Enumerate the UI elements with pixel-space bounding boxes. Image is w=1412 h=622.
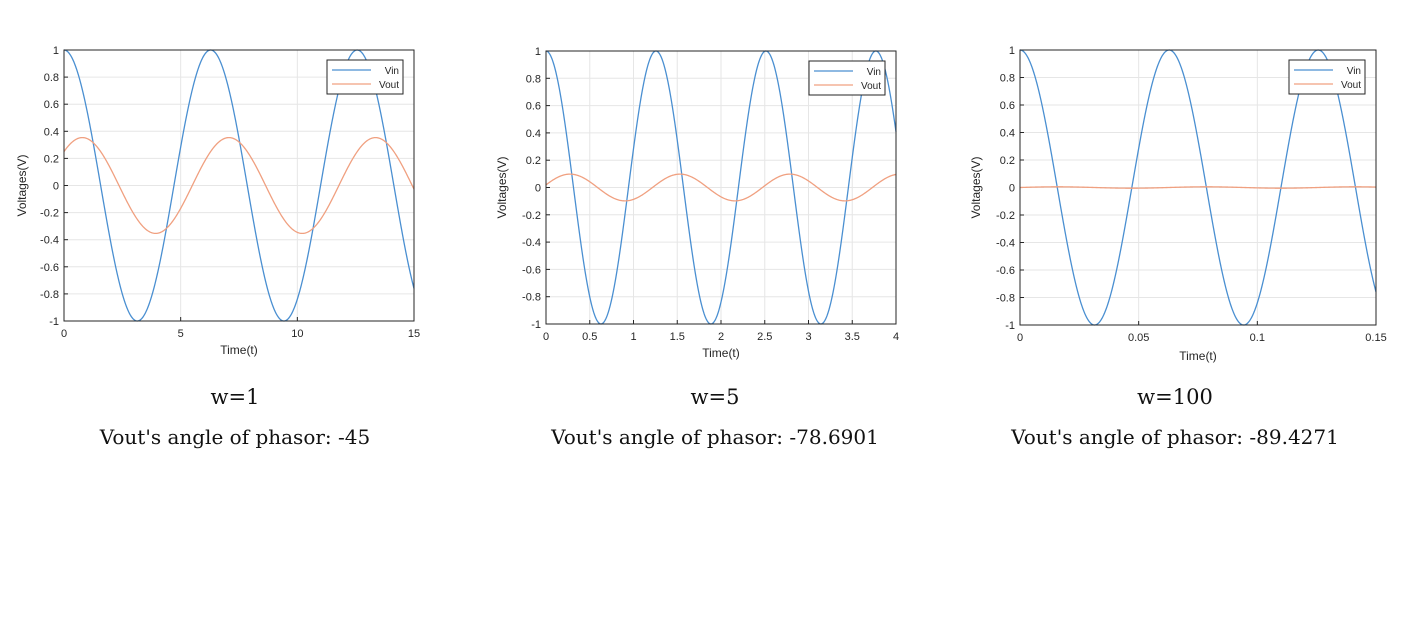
chart-svg: 0 0.05 0.1 0.15 -1 -0.8 -0.6 -0.4 -0.2 0 0.2 0.4 0.6… — [969, 45, 1387, 363]
caption-phasor-angle: Vout's angle of phasor: -78.6901 — [551, 425, 879, 449]
y-tick-label: -0.4 — [40, 235, 59, 247]
x-axis-label: Time(t) — [1179, 349, 1217, 363]
legend-label-vout: Vout — [861, 81, 881, 92]
y-tick-label: 1 — [1009, 45, 1015, 57]
y-tick-label: 0.4 — [1000, 128, 1015, 140]
chart-panel-w100: 0 0.05 0.1 0.15 -1 -0.8 -0.6 -0.4 -0.2 0 0.2 0.4 0.6… — [940, 0, 1410, 460]
x-tick-label: 10 — [291, 328, 303, 340]
axes-frame — [63, 49, 415, 322]
x-axis-label: Time(t) — [702, 346, 740, 360]
y-tick-label: -0.2 — [522, 210, 541, 222]
x-tick-label: 5 — [178, 328, 184, 340]
legend-label-vin: Vin — [385, 66, 399, 77]
x-tick-label: 4 — [893, 331, 899, 343]
y-axis-label: Voltages(V) — [15, 154, 29, 216]
y-axis-label: Voltages(V) — [495, 156, 509, 218]
chart-svg: 0 0.5 1 1.5 2 2.5 3 3.5 4 -1 -0.8 -0.6 -0.4 -0.2 0 0.2 0… — [495, 46, 899, 360]
x-tick-label: 2 — [718, 331, 724, 343]
y-tick-label: 0.4 — [526, 128, 541, 140]
caption-omega: w=5 — [690, 385, 740, 409]
x-tick-label: 0 — [543, 331, 549, 343]
y-tick-label: 0.8 — [1000, 73, 1015, 85]
y-tick-label: 0 — [53, 181, 59, 193]
y-tick-label: -0.4 — [522, 237, 541, 249]
y-tick-label: 1 — [53, 45, 59, 57]
y-tick-label: 0.6 — [44, 99, 59, 111]
x-tick-label: 0.15 — [1365, 332, 1386, 344]
chart-svg: 0 5 10 15 -1 -0.8 -0.6 -0.4 -0.2 0 0.2 0.4 0.6 0.8 1 Vi… — [15, 45, 420, 357]
y-tick-label: 0.6 — [526, 101, 541, 113]
x-tick-label: 15 — [408, 328, 420, 340]
y-tick-label: -0.2 — [40, 208, 59, 220]
x-tick-label: 0.5 — [582, 331, 597, 343]
y-tick-label: 0 — [1009, 183, 1015, 195]
series-line-vout — [545, 173, 897, 202]
legend-box — [326, 59, 404, 95]
chart-panel-w1: 0 5 10 15 -1 -0.8 -0.6 -0.4 -0.2 0 0.2 0.4 0.6 0.8 1 Vi… — [0, 0, 470, 460]
y-tick-label: -1 — [531, 319, 541, 331]
y-tick-label: -1 — [1005, 320, 1015, 332]
y-tick-label: -0.6 — [522, 264, 541, 276]
y-tick-label: 0.8 — [44, 72, 59, 84]
axes-frame — [545, 50, 897, 325]
legend-label-vout: Vout — [1341, 80, 1361, 91]
y-tick-label: 0.2 — [44, 153, 59, 165]
y-tick-label: -1 — [49, 316, 59, 328]
caption-phasor-angle: Vout's angle of phasor: -45 — [99, 425, 371, 449]
legend-label-vout: Vout — [379, 80, 399, 91]
y-tick-label: 0.2 — [1000, 155, 1015, 167]
y-tick-label: -0.8 — [996, 293, 1015, 305]
legend-box — [808, 60, 886, 96]
y-tick-label: 1 — [535, 46, 541, 58]
x-tick-label: 1 — [630, 331, 636, 343]
y-tick-label: 0.6 — [1000, 100, 1015, 112]
x-tick-label: 3 — [805, 331, 811, 343]
legend-box — [1288, 59, 1366, 95]
x-tick-label: 1.5 — [670, 331, 685, 343]
y-axis-label: Voltages(V) — [969, 156, 983, 218]
chart-panel-w5: 0 0.5 1 1.5 2 2.5 3 3.5 4 -1 -0.8 -0.6 -0.4 -0.2 0 0.2 0… — [480, 0, 950, 460]
x-tick-label: 3.5 — [845, 331, 860, 343]
axes-frame — [1019, 49, 1377, 326]
series-line-vin — [545, 50, 897, 325]
y-tick-label: 0 — [535, 183, 541, 195]
series-line-vout — [63, 136, 415, 235]
y-tick-label: 0.8 — [526, 73, 541, 85]
series-line-vout — [1019, 186, 1377, 189]
legend-label-vin: Vin — [1347, 66, 1361, 77]
x-tick-label: 0.05 — [1128, 332, 1149, 344]
caption-omega: w=1 — [210, 385, 260, 409]
caption-phasor-angle: Vout's angle of phasor: -89.4271 — [1011, 425, 1339, 449]
y-tick-label: 0.2 — [526, 155, 541, 167]
y-tick-label: -0.8 — [40, 289, 59, 301]
y-tick-label: -0.8 — [522, 292, 541, 304]
y-tick-label: -0.6 — [40, 262, 59, 274]
x-tick-label: 0.1 — [1250, 332, 1265, 344]
y-tick-label: 0.4 — [44, 126, 59, 138]
x-tick-label: 0 — [61, 328, 67, 340]
y-tick-label: -0.6 — [996, 265, 1015, 277]
legend-label-vin: Vin — [867, 67, 881, 78]
caption-omega: w=100 — [1137, 385, 1213, 409]
y-tick-label: -0.2 — [996, 210, 1015, 222]
x-tick-label: 0 — [1017, 332, 1023, 344]
x-axis-label: Time(t) — [220, 343, 258, 357]
y-tick-label: -0.4 — [996, 238, 1015, 250]
x-tick-label: 2.5 — [757, 331, 772, 343]
